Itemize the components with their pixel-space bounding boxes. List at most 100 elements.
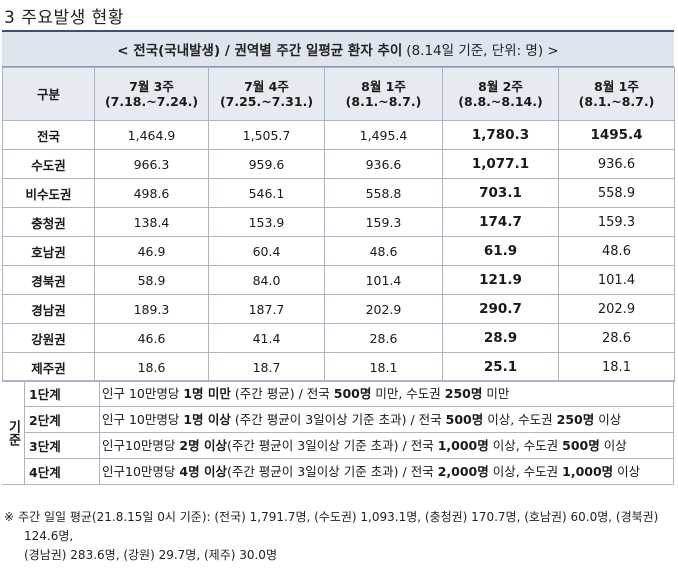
row-region: 제주권	[2, 352, 95, 382]
stage-threshold: 1명 미만	[183, 386, 231, 401]
footnote-line-2: 124.6명,	[24, 529, 74, 543]
criteria-row: 2단계 인구 10만명당 1명 이상 (주간 평균이 3일이상 기준 초과) / …	[2, 406, 674, 433]
header-corner: 구분	[2, 67, 95, 121]
weekly-average-table-frame: < 전국(국내발생) / 권역별 주간 일평균 환자 추이 (8.14일 기준,…	[2, 30, 675, 382]
stage-threshold: 500명	[333, 386, 372, 401]
stage-text: 미만	[482, 386, 510, 401]
table-cell: 138.4	[94, 207, 209, 237]
table-cell: 1495.4	[558, 120, 675, 150]
weekly-average-table: 구분 7월 3주 (7.18.~7.24.) 7월 4주 (7.25.~7.31.)…	[2, 67, 675, 382]
table-body: 전국 1,464.9 1,505.7 1,495.4 1,780.3 1495.4 수도권 9…	[2, 120, 675, 382]
table-row: 강원권 46.6 41.4 28.6 28.9 28.6	[2, 323, 675, 353]
table-cell: 959.6	[208, 149, 325, 179]
stage-text: 인구 10만명당	[102, 386, 184, 401]
table-cell: 159.3	[324, 207, 443, 237]
table-cell: 936.6	[324, 149, 443, 179]
stage-text: 인구 10만명당	[102, 412, 184, 427]
section-heading: 3 주요발생 현황	[4, 8, 124, 28]
stage-threshold: 500명	[562, 438, 600, 453]
stage-description: 인구 10만명당 1명 이상 (주간 평균이 3일이상 기준 초과) / 전국 …	[99, 406, 674, 433]
table-cell: 58.9	[94, 265, 209, 295]
stage-name: 4단계	[24, 458, 100, 485]
stage-name: 3단계	[24, 432, 100, 459]
stage-name: 2단계	[24, 406, 100, 433]
row-region: 강원권	[2, 323, 95, 353]
table-cell: 153.9	[208, 207, 325, 237]
table-cell: 121.9	[442, 265, 559, 295]
stage-threshold: 1,000명	[437, 438, 489, 453]
stage-text: 이상, 수도권	[488, 464, 563, 479]
table-cell: 202.9	[324, 294, 443, 324]
column-header: 7월 4주 (7.25.~7.31.)	[208, 67, 325, 121]
table-cell: 1,505.7	[208, 120, 325, 150]
stage-threshold: 1명 이상	[183, 412, 231, 427]
stage-text: 이상, 수도권	[483, 412, 557, 427]
stage-text: (주간 평균이 3일이상 기준 초과) / 전국	[230, 412, 446, 427]
criteria-table: 기준 1단계 인구 10만명당 1명 미만 (주간 평균) / 전국 500명 미만…	[2, 380, 674, 485]
table-cell: 18.7	[208, 352, 325, 382]
stage-threshold: 250명	[444, 386, 483, 401]
table-cell: 101.4	[558, 265, 675, 295]
stage-text: 이상	[599, 438, 627, 453]
table-row: 제주권 18.6 18.7 18.1 25.1 18.1	[2, 352, 675, 382]
table-row: 전국 1,464.9 1,505.7 1,495.4 1,780.3 1495.4	[2, 120, 675, 150]
row-region: 비수도권	[2, 178, 95, 208]
stage-text: (주간 평균) / 전국	[230, 386, 334, 401]
table-row: 비수도권 498.6 546.1 558.8 703.1 558.9	[2, 178, 675, 208]
table-cell: 703.1	[442, 178, 559, 208]
table-header-row: 구분 7월 3주 (7.18.~7.24.) 7월 4주 (7.25.~7.31.)…	[2, 67, 675, 121]
table-cell: 159.3	[558, 207, 675, 237]
table-cell: 498.6	[94, 178, 209, 208]
table-row: 호남권 46.9 60.4 48.6 61.9 48.6	[2, 236, 675, 266]
row-region: 경북권	[2, 265, 95, 295]
table-cell: 28.6	[324, 323, 443, 353]
table-cell: 189.3	[94, 294, 209, 324]
table-cell: 558.8	[324, 178, 443, 208]
table-row: 경남권 189.3 187.7 202.9 290.7 202.9	[2, 294, 675, 324]
stage-text: 미만, 수도권	[371, 386, 445, 401]
table-cell: 936.6	[558, 149, 675, 179]
column-header: 8월 1주 (8.1.~8.7.)	[558, 67, 675, 121]
table-cell: 46.6	[94, 323, 209, 353]
table-cell: 546.1	[208, 178, 325, 208]
stage-text: 인구10만명당	[102, 464, 180, 479]
table-cell: 48.6	[558, 236, 675, 266]
row-region: 경남권	[2, 294, 95, 324]
stage-text: (주간 평균이 3일이상 기준 초과) / 전국	[226, 438, 438, 453]
table-title: < 전국(국내발생) / 권역별 주간 일평균 환자 추이 (8.14일 기준,…	[2, 30, 674, 67]
column-header: 8월 1주 (8.1.~8.7.)	[324, 67, 443, 121]
table-cell: 60.4	[208, 236, 325, 266]
stage-name: 1단계	[24, 380, 100, 407]
table-cell: 1,495.4	[324, 120, 443, 150]
table-row: 충청권 138.4 153.9 159.3 174.7 159.3	[2, 207, 675, 237]
table-cell: 41.4	[208, 323, 325, 353]
stage-description: 인구10만명당 4명 이상(주간 평균이 3일이상 기준 초과) / 전국 2,…	[99, 458, 674, 485]
stage-text: 이상	[594, 412, 622, 427]
table-title-sub: (8.14일 기준, 단위: 명) >	[406, 43, 559, 59]
table-cell: 18.1	[324, 352, 443, 382]
table-cell: 187.7	[208, 294, 325, 324]
table-row: 수도권 966.3 959.6 936.6 1,077.1 936.6	[2, 149, 675, 179]
row-region: 전국	[2, 120, 95, 150]
criteria-row: 기준 1단계 인구 10만명당 1명 미만 (주간 평균) / 전국 500명 미만…	[2, 380, 674, 485]
table-cell: 202.9	[558, 294, 675, 324]
table-cell: 18.1	[558, 352, 675, 382]
table-cell: 174.7	[442, 207, 559, 237]
table-cell: 1,464.9	[94, 120, 209, 150]
footnote: ※ 주간 일일 평균(21.8.15일 0시 기준): (전국) 1,791.7명…	[4, 508, 672, 565]
table-cell: 84.0	[208, 265, 325, 295]
stage-text: 인구10만명당	[102, 438, 180, 453]
criteria-row: 4단계 인구10만명당 4명 이상(주간 평균이 3일이상 기준 초과) / 전국…	[2, 458, 674, 485]
criteria-body: 기준 1단계 인구 10만명당 1명 미만 (주간 평균) / 전국 500명 미만…	[2, 380, 674, 485]
stage-threshold: 4명 이상	[179, 464, 227, 479]
stage-text: 이상	[613, 464, 641, 479]
table-cell: 28.6	[558, 323, 675, 353]
table-cell: 101.4	[324, 265, 443, 295]
footnote-line-1: ※ 주간 일일 평균(21.8.15일 0시 기준): (전국) 1,791.7명…	[4, 510, 659, 524]
table-cell: 1,077.1	[442, 149, 559, 179]
stage-threshold: 2명 이상	[179, 438, 227, 453]
column-header: 8월 2주 (8.8.~8.14.)	[442, 67, 559, 121]
stage-text: (주간 평균이 3일이상 기준 초과) / 전국	[226, 464, 438, 479]
table-cell: 966.3	[94, 149, 209, 179]
stage-threshold: 2,000명	[437, 464, 489, 479]
